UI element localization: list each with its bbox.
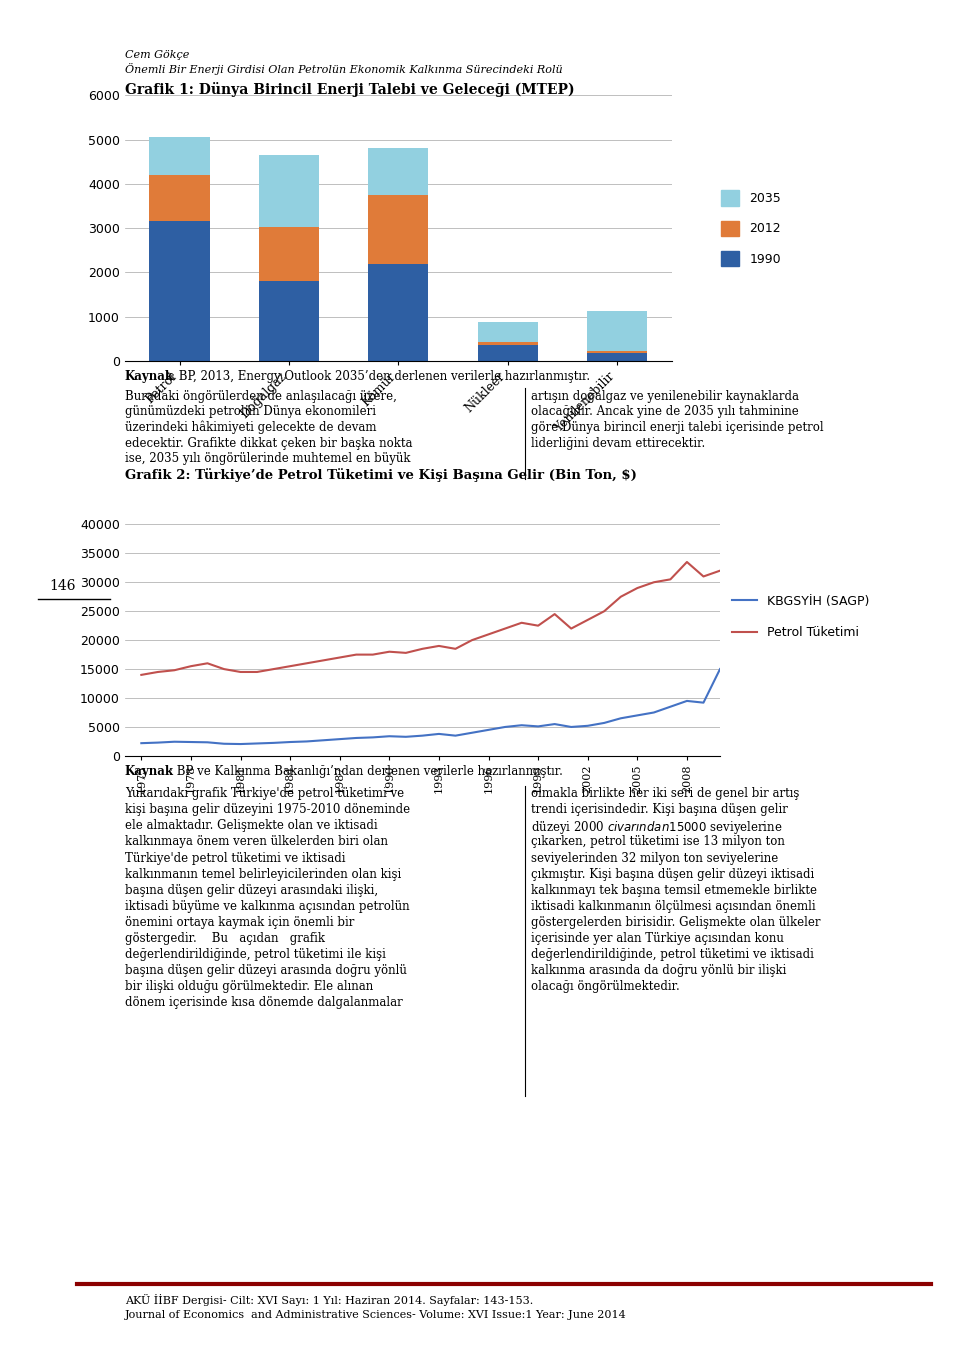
Bar <box>369 264 428 361</box>
Bar <box>150 138 209 176</box>
Bar <box>259 282 319 361</box>
Text: göre Dünya birincil enerji talebi içerisinde petrol: göre Dünya birincil enerji talebi içeris… <box>531 421 824 434</box>
Text: Önemli Bir Enerji Girdisi Olan Petrolün Ekonomik Kalkınma Sürecindeki Rolü: Önemli Bir Enerji Girdisi Olan Petrolün … <box>125 63 563 75</box>
Bar <box>259 155 319 227</box>
Text: Türkiye'de petrol tüketimi ve iktisadi: Türkiye'de petrol tüketimi ve iktisadi <box>125 851 346 865</box>
Text: AKÜ İİBF Dergisi- Cilt: XVI Sayı: 1 Yıl: Haziran 2014. Sayfalar: 143-153.: AKÜ İİBF Dergisi- Cilt: XVI Sayı: 1 Yıl:… <box>125 1294 533 1306</box>
Bar <box>588 351 647 353</box>
Text: edecektir. Grafikte dikkat çeken bir başka nokta: edecektir. Grafikte dikkat çeken bir baş… <box>125 436 412 449</box>
Text: trendi içerisindedir. Kişi başına düşen gelir: trendi içerisindedir. Kişi başına düşen … <box>531 804 788 816</box>
Text: ele almaktadır. Gelişmekte olan ve iktisadi: ele almaktadır. Gelişmekte olan ve iktis… <box>125 820 377 832</box>
Text: değerlendirildiğinde, petrol tüketimi ve iktisadi: değerlendirildiğinde, petrol tüketimi ve… <box>531 948 814 962</box>
Text: Kaynak: Kaynak <box>125 370 174 384</box>
Text: artışın doğalgaz ve yenilenebilir kaynaklarda: artışın doğalgaz ve yenilenebilir kaynak… <box>531 390 799 403</box>
Text: kalkınma arasında da doğru yönlü bir ilişki: kalkınma arasında da doğru yönlü bir ili… <box>531 964 786 977</box>
Text: ise, 2035 yılı öngörülerinde muhtemel en büyük: ise, 2035 yılı öngörülerinde muhtemel en… <box>125 452 410 466</box>
Text: göstergedir.    Bu   açıdan   grafik: göstergedir. Bu açıdan grafik <box>125 932 324 945</box>
Text: seviyelerinden 32 milyon ton seviyelerine: seviyelerinden 32 milyon ton seviyelerin… <box>531 851 779 865</box>
Text: kalkınmayı tek başına temsil etmemekle birlikte: kalkınmayı tek başına temsil etmemekle b… <box>531 884 817 896</box>
Text: önemini ortaya kaymak için önemli bir: önemini ortaya kaymak için önemli bir <box>125 915 354 929</box>
Bar <box>478 345 538 361</box>
Bar <box>588 353 647 361</box>
Bar <box>588 312 647 351</box>
Bar <box>369 195 428 264</box>
Text: başına düşen gelir düzeyi arasındaki ilişki,: başına düşen gelir düzeyi arasındaki ili… <box>125 884 378 896</box>
Text: içerisinde yer alan Türkiye açısından konu: içerisinde yer alan Türkiye açısından ko… <box>531 932 783 945</box>
Text: Cem Gökçe: Cem Gökçe <box>125 50 189 60</box>
Text: kalkınmanın temel belirleyicilerinden olan kişi: kalkınmanın temel belirleyicilerinden ol… <box>125 868 401 881</box>
Bar <box>150 176 209 222</box>
Text: : BP, 2013, Energy Outlook 2035’den derlenen verilerle hazırlanmıştır.: : BP, 2013, Energy Outlook 2035’den derl… <box>171 370 590 384</box>
Bar <box>369 148 428 195</box>
Text: çıkmıştır. Kişi başına düşen gelir düzeyi iktisadi: çıkmıştır. Kişi başına düşen gelir düzey… <box>531 868 814 881</box>
Text: liderliğini devam ettirecektir.: liderliğini devam ettirecektir. <box>531 436 706 449</box>
Text: Yukarıdaki grafik Türkiye'de petrol tüketimi ve: Yukarıdaki grafik Türkiye'de petrol tüke… <box>125 787 404 801</box>
Text: bir ilişki olduğu görülmektedir. Ele alınan: bir ilişki olduğu görülmektedir. Ele alı… <box>125 981 373 993</box>
Text: Grafik 2: Türkiye’de Petrol Tüketimi ve Kişi Başına Gelir (Bin Ton, $): Grafik 2: Türkiye’de Petrol Tüketimi ve … <box>125 469 636 482</box>
Bar <box>478 342 538 345</box>
Text: değerlendirildiğinde, petrol tüketimi ile kişi: değerlendirildiğinde, petrol tüketimi il… <box>125 948 386 962</box>
Text: düzeyi 2000 $ civarından 15000 $ seviyelerine: düzeyi 2000 $ civarından 15000 $ seviyel… <box>531 820 782 836</box>
Text: olacağıdır. Ancak yine de 2035 yılı tahminine: olacağıdır. Ancak yine de 2035 yılı tahm… <box>531 406 799 418</box>
Text: olacağı öngörülmektedir.: olacağı öngörülmektedir. <box>531 981 680 993</box>
Text: çıkarken, petrol tüketimi ise 13 milyon ton: çıkarken, petrol tüketimi ise 13 milyon … <box>531 835 784 849</box>
Text: Buradaki öngörülerden de anlaşılacağı üzere,: Buradaki öngörülerden de anlaşılacağı üz… <box>125 390 396 403</box>
Text: olmakla birlikte her iki seri de genel bir artış: olmakla birlikte her iki seri de genel b… <box>531 787 800 801</box>
Text: dönem içerisinde kısa dönemde dalgalanmalar: dönem içerisinde kısa dönemde dalgalanma… <box>125 996 402 1009</box>
Text: iktisadi büyüme ve kalkınma açısından petrolün: iktisadi büyüme ve kalkınma açısından pe… <box>125 900 409 913</box>
Text: 146: 146 <box>49 579 76 592</box>
Text: Kaynak: Kaynak <box>125 765 174 779</box>
Bar <box>478 323 538 342</box>
Text: Journal of Economics  and Administrative Sciences- Volume: XVI Issue:1 Year: Jun: Journal of Economics and Administrative … <box>125 1310 627 1320</box>
Bar <box>259 227 319 282</box>
Text: kalkınmaya önem veren ülkelerden biri olan: kalkınmaya önem veren ülkelerden biri ol… <box>125 835 388 849</box>
Text: üzerindeki hâkimiyeti gelecekte de devam: üzerindeki hâkimiyeti gelecekte de devam <box>125 421 376 434</box>
Legend: KBGSYİH (SAGP), Petrol Tüketimi: KBGSYİH (SAGP), Petrol Tüketimi <box>727 590 875 644</box>
Text: kişi başına gelir düzeyini 1975-2010 döneminde: kişi başına gelir düzeyini 1975-2010 dön… <box>125 804 410 816</box>
Bar <box>150 222 209 361</box>
Text: günümüzdeki petrolün Dünya ekonomileri: günümüzdeki petrolün Dünya ekonomileri <box>125 406 375 418</box>
Text: : BP ve Kalkınma Bakanlığı’ndan derlenen verilerle hazırlanmıştır.: : BP ve Kalkınma Bakanlığı’ndan derlenen… <box>169 765 563 779</box>
Text: başına düşen gelir düzeyi arasında doğru yönlü: başına düşen gelir düzeyi arasında doğru… <box>125 964 407 977</box>
Text: göstergelerden birisidir. Gelişmekte olan ülkeler: göstergelerden birisidir. Gelişmekte ola… <box>531 915 821 929</box>
Legend: 2035, 2012, 1990: 2035, 2012, 1990 <box>715 185 786 271</box>
Text: Grafik 1: Dünya Birincil Enerji Talebi ve Geleceği (MTEP): Grafik 1: Dünya Birincil Enerji Talebi v… <box>125 82 574 97</box>
Text: iktisadi kalkınmanın ölçülmesi açısından önemli: iktisadi kalkınmanın ölçülmesi açısından… <box>531 900 815 913</box>
